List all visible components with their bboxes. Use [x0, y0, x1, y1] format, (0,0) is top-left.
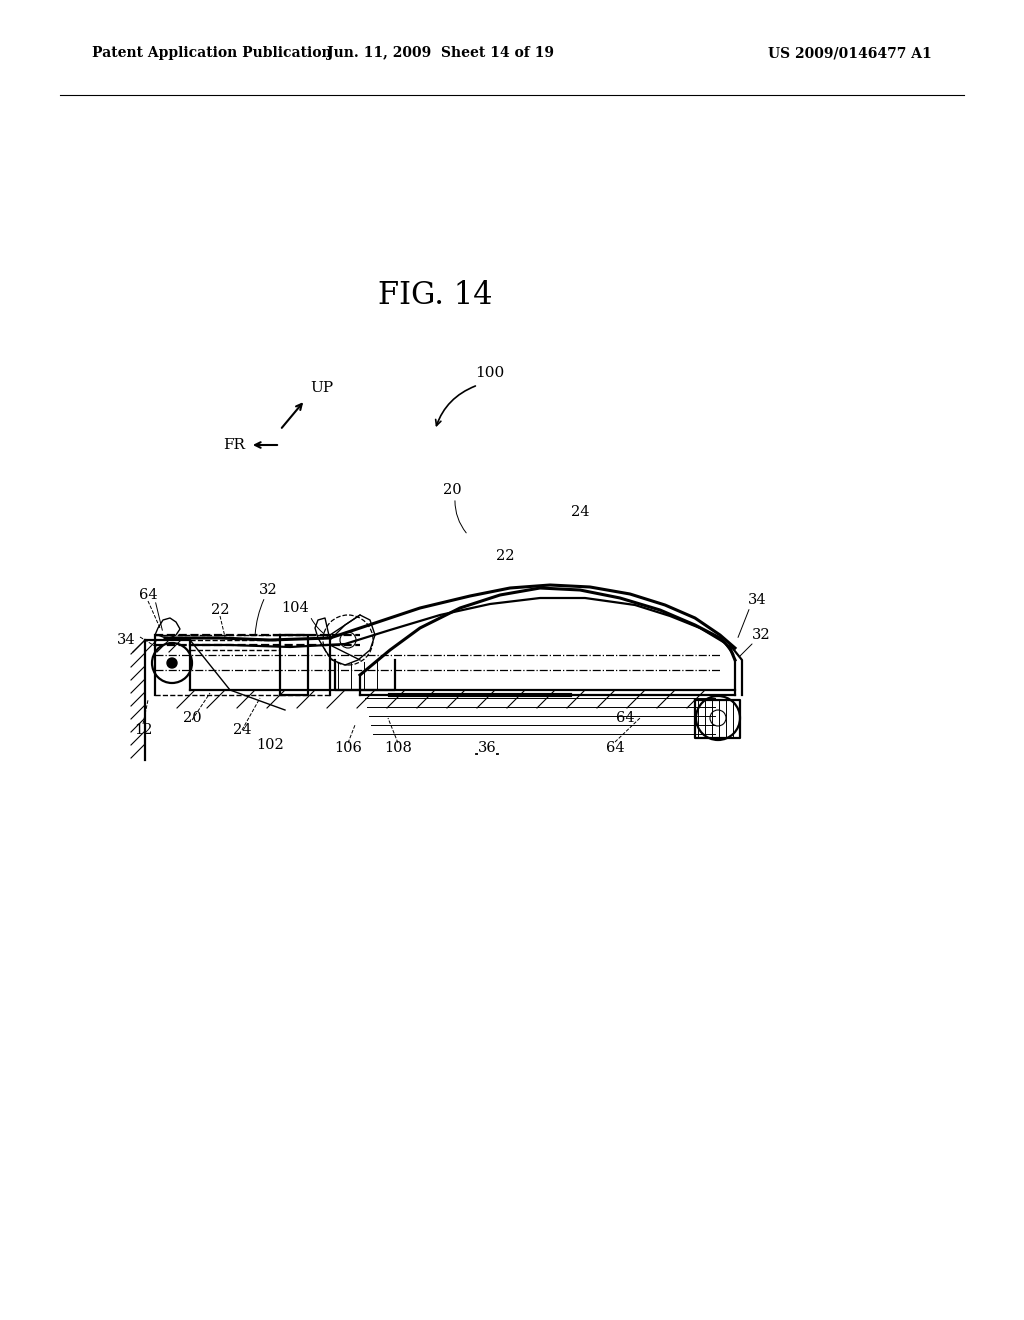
Text: 104: 104 — [282, 601, 309, 615]
Text: 34: 34 — [748, 593, 767, 607]
Text: 32: 32 — [259, 583, 278, 597]
Text: 12: 12 — [134, 723, 153, 737]
Text: 24: 24 — [232, 723, 251, 737]
Text: 24: 24 — [570, 506, 589, 519]
Text: Jun. 11, 2009  Sheet 14 of 19: Jun. 11, 2009 Sheet 14 of 19 — [327, 46, 554, 61]
Text: 64: 64 — [138, 587, 158, 602]
Text: 100: 100 — [475, 366, 505, 380]
Text: US 2009/0146477 A1: US 2009/0146477 A1 — [768, 46, 932, 61]
Text: 106: 106 — [334, 741, 361, 755]
Text: 20: 20 — [442, 483, 462, 498]
Text: 102: 102 — [256, 738, 284, 752]
Text: FR: FR — [223, 438, 245, 451]
Text: 22: 22 — [496, 549, 514, 564]
Text: 22: 22 — [211, 603, 229, 616]
Text: 32: 32 — [752, 628, 771, 642]
Text: 34: 34 — [117, 634, 135, 647]
Text: 36: 36 — [477, 741, 497, 755]
Text: 108: 108 — [384, 741, 412, 755]
Text: 64: 64 — [605, 741, 625, 755]
Circle shape — [167, 657, 177, 668]
Text: Patent Application Publication: Patent Application Publication — [92, 46, 332, 61]
Text: 64: 64 — [615, 711, 634, 725]
Text: 20: 20 — [182, 711, 202, 725]
Text: FIG. 14: FIG. 14 — [378, 280, 493, 310]
Text: UP: UP — [310, 381, 333, 395]
